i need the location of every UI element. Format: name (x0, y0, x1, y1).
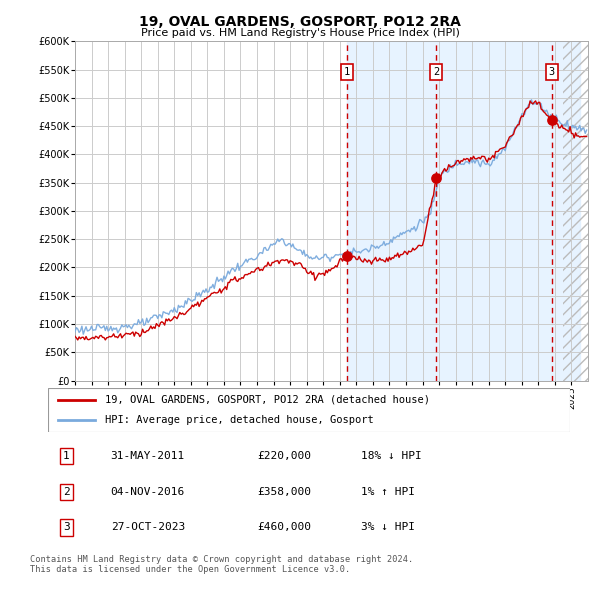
Text: 1: 1 (63, 451, 70, 461)
Text: 3: 3 (549, 67, 555, 77)
FancyBboxPatch shape (48, 388, 570, 432)
Text: 1% ↑ HPI: 1% ↑ HPI (361, 487, 415, 497)
Text: Price paid vs. HM Land Registry's House Price Index (HPI): Price paid vs. HM Land Registry's House … (140, 28, 460, 38)
Text: £220,000: £220,000 (257, 451, 311, 461)
Point (342, 251, 352, 261)
Point (547, 116, 557, 125)
Text: HPI: Average price, detached house, Gosport: HPI: Average price, detached house, Gosp… (106, 415, 374, 425)
Bar (563, 41, 588, 381)
Text: £358,000: £358,000 (257, 487, 311, 497)
Text: 3: 3 (63, 523, 70, 533)
Text: 2: 2 (63, 487, 70, 497)
Text: 18% ↓ HPI: 18% ↓ HPI (361, 451, 422, 461)
Text: £460,000: £460,000 (257, 523, 311, 533)
Text: 31-MAY-2011: 31-MAY-2011 (110, 451, 185, 461)
Bar (347, 41, 580, 381)
Text: Contains HM Land Registry data © Crown copyright and database right 2024.
This d: Contains HM Land Registry data © Crown c… (30, 555, 413, 574)
Text: 1: 1 (344, 67, 350, 77)
Point (431, 173, 441, 183)
Text: 04-NOV-2016: 04-NOV-2016 (110, 487, 185, 497)
Text: 19, OVAL GARDENS, GOSPORT, PO12 2RA: 19, OVAL GARDENS, GOSPORT, PO12 2RA (139, 15, 461, 29)
Text: 3% ↓ HPI: 3% ↓ HPI (361, 523, 415, 533)
Text: 27-OCT-2023: 27-OCT-2023 (110, 523, 185, 533)
Text: 19, OVAL GARDENS, GOSPORT, PO12 2RA (detached house): 19, OVAL GARDENS, GOSPORT, PO12 2RA (det… (106, 395, 430, 405)
Text: 2: 2 (433, 67, 440, 77)
